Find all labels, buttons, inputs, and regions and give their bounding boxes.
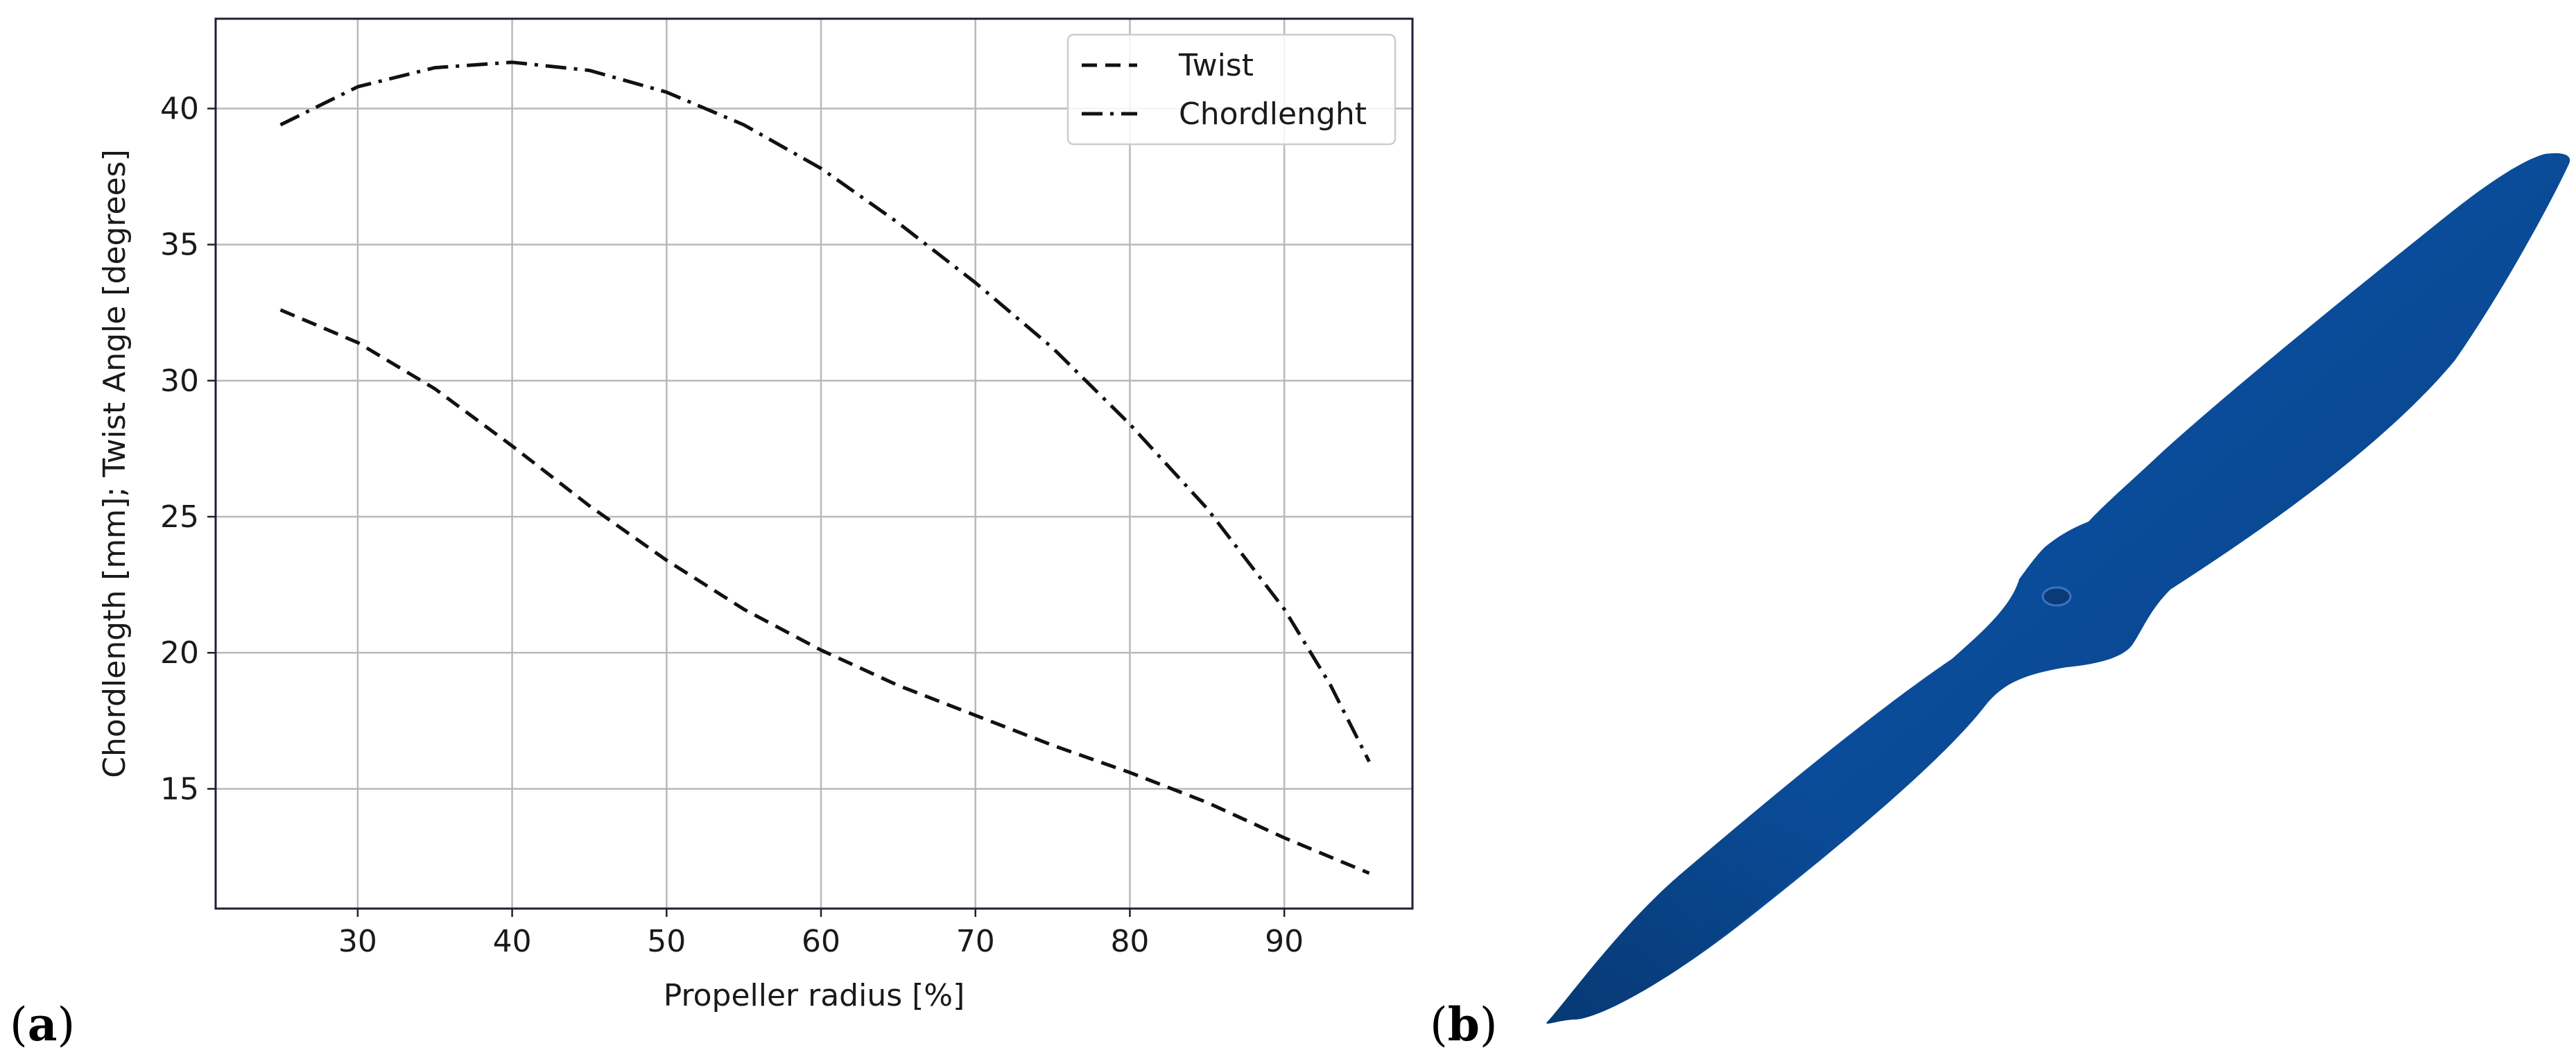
axis-ticks: 30 40 50 60 70 80 90 15 20 25 30 35 40 [160,91,1304,959]
x-tick-label: 40 [493,924,532,959]
propeller-blade-shadow [1546,540,2067,1024]
legend-label: Chordlenght [1179,96,1367,132]
x-tick-label: 80 [1110,924,1149,959]
y-tick-label: 20 [160,635,199,671]
plot-area [216,19,1412,909]
y-tick-label: 40 [160,91,199,126]
y-tick-label: 35 [160,227,199,263]
x-tick-label: 90 [1265,924,1304,959]
x-tick-label: 70 [956,924,995,959]
y-axis-title: Chordlength [mm]; Twist Angle [degrees] [97,149,132,778]
y-tick-label: 30 [160,363,199,399]
x-tick-label: 30 [338,924,377,959]
propeller-icon [1546,153,2570,1024]
series-line-chordlenght [279,60,1371,763]
panel-label-a: (a) [10,997,75,1051]
y-tick-label: 25 [160,499,199,535]
series-line-twist [279,308,1370,875]
legend: Twist Chordlenght [1066,33,1397,146]
legend-label: Twist [1178,48,1254,83]
legend-box [1066,33,1397,146]
series-lines [279,60,1371,875]
line-chart: 30 40 50 60 70 80 90 15 20 25 30 35 40 Propeller rad… [97,17,1414,1013]
propeller-hub-hole [2041,586,2072,607]
y-tick-label: 15 [160,771,199,807]
panel-label-b: (b) [1430,997,1498,1051]
plot-frame [214,17,1414,910]
x-axis-title: Propeller radius [%] [664,978,965,1013]
x-tick-label: 50 [647,924,686,959]
x-tick-label: 60 [802,924,840,959]
